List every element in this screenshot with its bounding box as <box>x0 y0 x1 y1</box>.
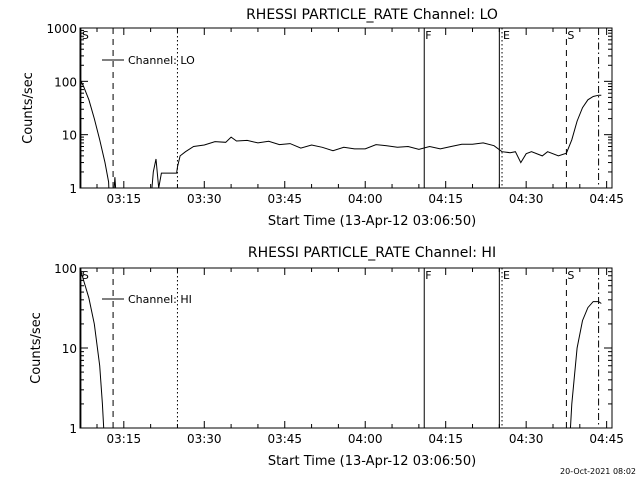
x-tick-label: 03:15 <box>107 192 142 206</box>
x-tick-label: 03:30 <box>187 432 222 446</box>
event-marker-label: F <box>425 269 431 282</box>
plot-frame <box>79 267 613 429</box>
y-axis-label: Counts/sec <box>21 72 36 144</box>
y-tick-label: 1 <box>69 182 77 196</box>
x-tick-label: 04:45 <box>589 432 624 446</box>
y-tick-label: 10 <box>62 342 77 356</box>
legend-label: Channel: LO <box>128 54 195 67</box>
chart-title: RHESSI PARTICLE_RATE Channel: LO <box>246 7 498 23</box>
panel-lo: RHESSI PARTICLE_RATE Channel: LO Start T… <box>21 7 624 229</box>
event-marker-label: S <box>82 269 89 282</box>
y-tick-label: 100 <box>54 75 77 89</box>
y-tick-label: 10 <box>62 129 77 143</box>
x-tick-label: 04:30 <box>509 432 544 446</box>
x-tick-label: 04:00 <box>348 192 383 206</box>
x-tick-label: 04:30 <box>509 192 544 206</box>
plot-frame <box>79 27 613 189</box>
x-tick-label: 04:15 <box>428 192 463 206</box>
x-tick-label: 04:45 <box>589 192 624 206</box>
x-tick-label: 03:45 <box>267 192 302 206</box>
event-marker-label: S <box>567 269 574 282</box>
y-tick-label: 1 <box>69 422 77 436</box>
panel-hi: RHESSI PARTICLE_RATE Channel: HI Start T… <box>29 245 624 469</box>
x-tick-label: 03:30 <box>187 192 222 206</box>
chart-title: RHESSI PARTICLE_RATE Channel: HI <box>248 245 496 261</box>
event-marker-label: S <box>567 29 574 42</box>
x-tick-label: 03:45 <box>267 432 302 446</box>
event-marker-label: S <box>82 29 89 42</box>
x-tick-label: 03:15 <box>107 432 142 446</box>
series-line <box>80 78 602 188</box>
event-marker-label: F <box>425 29 431 42</box>
x-axis-label: Start Time (13-Apr-12 03:06:50) <box>268 454 476 469</box>
timestamp: 20-Oct-2021 08:02 <box>560 467 636 476</box>
series-line <box>80 268 105 428</box>
x-tick-label: 04:15 <box>428 432 463 446</box>
x-tick-label: 04:00 <box>348 432 383 446</box>
event-marker-label: E <box>503 269 510 282</box>
y-tick-label: 1000 <box>46 22 77 36</box>
series-line <box>569 301 602 428</box>
y-tick-label: 100 <box>54 262 77 276</box>
legend-label: Channel: HI <box>128 293 192 306</box>
x-axis-label: Start Time (13-Apr-12 03:06:50) <box>268 214 476 229</box>
event-marker-label: E <box>503 29 510 42</box>
y-axis-label: Counts/sec <box>29 312 44 384</box>
